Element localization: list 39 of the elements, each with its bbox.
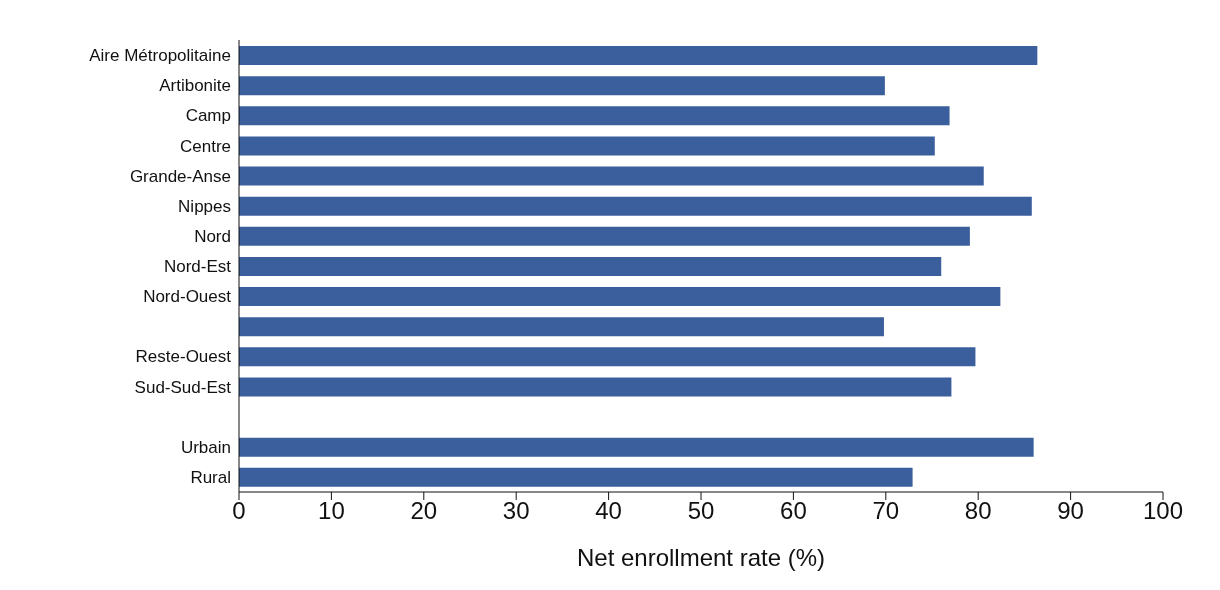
x-tick-label: 70 (872, 497, 900, 525)
bar (239, 437, 1034, 457)
bar (239, 166, 984, 186)
y-tick-label: Nord-Ouest (143, 287, 232, 307)
y-tick-label: Artibonite (159, 76, 231, 96)
bar (239, 377, 952, 397)
x-tick-label: 100 (1142, 497, 1184, 525)
x-tick-label: 20 (410, 497, 438, 525)
y-tick-label: Sud-Sud-Est (134, 377, 232, 397)
y-tick-label: Centre (179, 136, 231, 156)
x-tick-label: 60 (780, 497, 807, 525)
y-tick-label: Aire Métropolitaine (89, 46, 231, 66)
y-tick-label: Urbain (180, 437, 231, 457)
y-tick-label: Nord-Est (163, 257, 232, 277)
bar (239, 226, 970, 246)
bar (239, 347, 976, 367)
bar (239, 467, 913, 487)
x-tick-label: 90 (1057, 497, 1084, 525)
x-tick-label: 10 (318, 497, 345, 525)
y-tick-label: Grande-Anse (129, 166, 231, 186)
y-tick-label: Rural (190, 467, 231, 487)
bar (239, 256, 942, 276)
bar (239, 136, 935, 156)
y-tick-label: Camp (185, 106, 231, 126)
bar (239, 106, 950, 126)
x-tick-label: 40 (595, 497, 622, 525)
x-tick-label: 30 (502, 497, 530, 525)
bar (239, 196, 1032, 216)
bar (239, 287, 1001, 307)
y-tick-label: Reste-Ouest (135, 347, 232, 367)
bar (239, 76, 885, 96)
bar (239, 317, 884, 337)
x-tick-label: 50 (687, 497, 715, 525)
x-tick-label: 0 (232, 497, 246, 525)
x-tick-label: 80 (964, 497, 992, 525)
x-axis-title: Net enrollment rate (%) (576, 544, 826, 571)
y-tick-label: Nippes (178, 196, 231, 216)
y-tick-label: Nord (194, 226, 231, 246)
bar (239, 46, 1038, 65)
